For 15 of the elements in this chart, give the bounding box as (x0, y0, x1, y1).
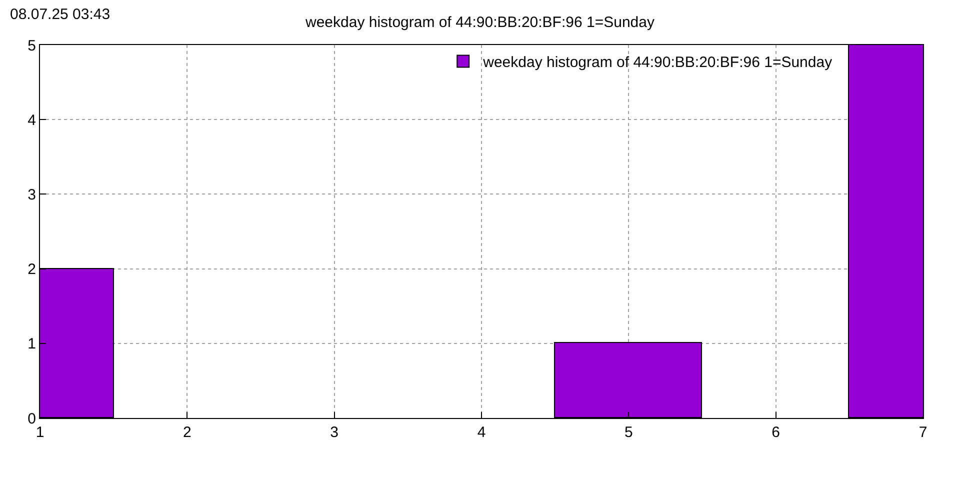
x-tick-label: 4 (477, 424, 486, 441)
x-tick-label: 6 (772, 424, 780, 441)
x-tick-label: 5 (624, 424, 633, 441)
y-tick-label: 2 (28, 261, 36, 278)
y-tick-label: 5 (28, 37, 36, 54)
y-tick-label: 3 (28, 186, 36, 204)
y-tick-label: 0 (28, 410, 36, 428)
y-tick-label: 1 (28, 336, 36, 353)
chart-title: weekday histogram of 44:90:BB:20:BF:96 1=Sunday (304, 14, 655, 31)
x-tick-label: 3 (330, 424, 338, 441)
x-tick-label: 2 (183, 424, 192, 441)
x-tick-label: 7 (918, 424, 928, 441)
text: 08.07.25 03:43 (10, 6, 110, 23)
y-tick-label: 4 (28, 112, 36, 129)
legend-label: weekday histogram of 44:90:BB:20:BF:96 1=Sunday (482, 54, 833, 72)
